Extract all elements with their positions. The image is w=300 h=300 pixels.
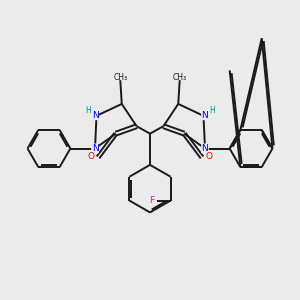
Text: O: O xyxy=(205,152,212,161)
Text: N: N xyxy=(202,111,208,120)
Text: CH₃: CH₃ xyxy=(113,73,127,82)
Text: N: N xyxy=(92,144,98,153)
Text: H: H xyxy=(85,106,91,115)
Text: N: N xyxy=(92,111,98,120)
Text: O: O xyxy=(88,152,95,161)
Text: F: F xyxy=(149,196,154,205)
Text: H: H xyxy=(209,106,215,115)
Text: N: N xyxy=(202,144,208,153)
Text: CH₃: CH₃ xyxy=(173,73,187,82)
